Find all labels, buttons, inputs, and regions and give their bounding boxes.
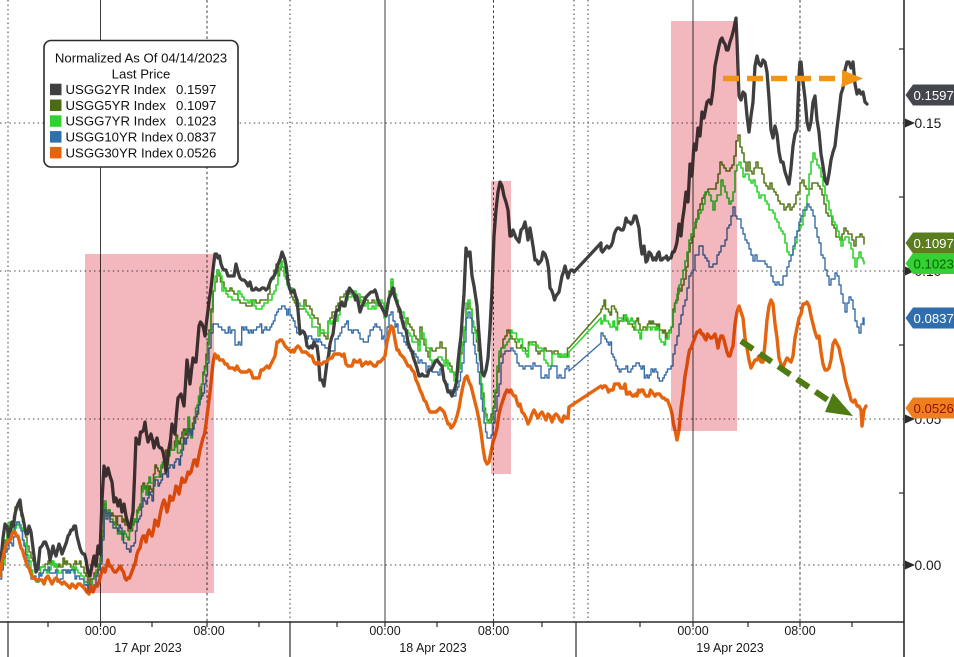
svg-text:0.00: 0.00 [915, 558, 942, 573]
svg-text:0.0526: 0.0526 [914, 401, 954, 416]
svg-text:USGG30YR Index: USGG30YR Index [66, 145, 174, 160]
svg-text:USGG2YR Index: USGG2YR Index [66, 82, 167, 97]
svg-text:0.15: 0.15 [915, 116, 942, 131]
svg-text:0.0837: 0.0837 [914, 311, 954, 326]
svg-text:08:00: 08:00 [193, 624, 224, 638]
svg-text:Normalized As Of 04/14/2023: Normalized As Of 04/14/2023 [55, 51, 227, 66]
svg-text:0.1097: 0.1097 [176, 98, 216, 113]
svg-text:0.1023: 0.1023 [914, 256, 954, 271]
svg-text:Last Price: Last Price [112, 67, 171, 82]
svg-text:00:00: 00:00 [677, 624, 708, 638]
svg-text:08:00: 08:00 [784, 624, 815, 638]
svg-text:USGG10YR Index: USGG10YR Index [66, 130, 174, 145]
svg-text:0.1023: 0.1023 [176, 114, 216, 129]
svg-text:00:00: 00:00 [85, 624, 116, 638]
svg-text:08:00: 08:00 [478, 624, 509, 638]
svg-text:17 Apr 2023: 17 Apr 2023 [114, 641, 181, 655]
svg-text:0.1097: 0.1097 [914, 236, 954, 251]
svg-text:0.0526: 0.0526 [176, 145, 216, 160]
svg-text:USGG7YR Index: USGG7YR Index [66, 114, 167, 129]
svg-text:00:00: 00:00 [369, 624, 400, 638]
svg-text:0.1597: 0.1597 [176, 82, 216, 97]
svg-text:0.0837: 0.0837 [176, 130, 216, 145]
svg-text:19 Apr 2023: 19 Apr 2023 [696, 641, 763, 655]
svg-text:0.1597: 0.1597 [914, 88, 954, 103]
svg-text:USGG5YR Index: USGG5YR Index [66, 98, 167, 113]
svg-text:18 Apr 2023: 18 Apr 2023 [399, 641, 466, 655]
